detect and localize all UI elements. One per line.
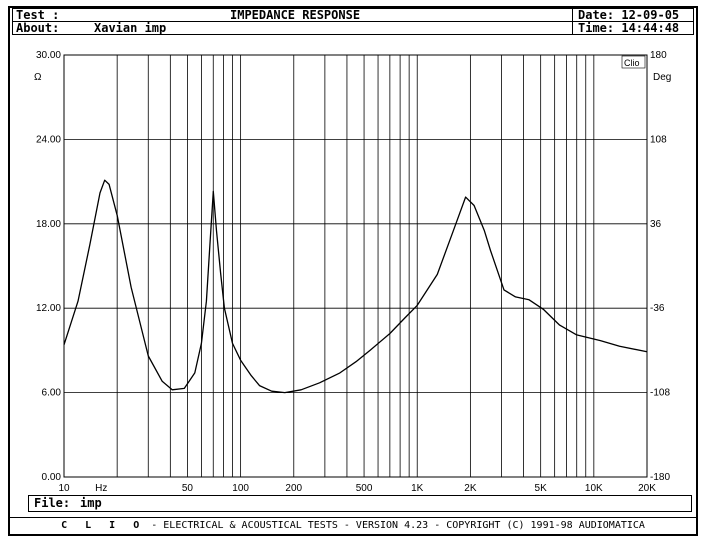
y2-tick-label: 180: [650, 50, 667, 61]
plot-area: [63, 54, 648, 478]
impedance-curve: [63, 179, 648, 394]
footer: C L I O - ELECTRICAL & ACOUSTICAL TESTS -…: [10, 517, 696, 534]
y-tick-label: 30.00: [36, 50, 61, 61]
y-tick-label: 6.00: [42, 388, 62, 399]
date-divider: [572, 8, 573, 35]
header-divider: [12, 21, 694, 22]
footer-brand: C L I O: [61, 520, 146, 531]
y-tick-label: 24.00: [36, 134, 61, 145]
y-tick-label: 0.00: [42, 472, 62, 483]
time: Time: 14:44:48: [578, 21, 680, 35]
y2-axis-unit: Deg: [653, 72, 671, 83]
x-tick-label: 500: [356, 483, 373, 494]
x-tick-label: 5K: [535, 483, 548, 494]
file-box: [28, 495, 692, 512]
x-tick-label: 50: [182, 483, 194, 494]
y2-tick-label: 108: [650, 134, 667, 145]
x-axis-unit: Hz: [95, 483, 107, 494]
clio-logo-box: [621, 55, 646, 69]
y-tick-label: 18.00: [36, 219, 61, 230]
y2-tick-label: -180: [650, 472, 670, 483]
x-tick-label: 100: [232, 483, 249, 494]
about-label: About:: [16, 21, 60, 35]
x-tick-label: 10K: [585, 483, 603, 494]
y2-tick-label: 36: [650, 219, 662, 230]
x-tick-label: 200: [285, 483, 302, 494]
about-value: Xavian imp: [94, 21, 167, 35]
y-tick-label: 12.00: [36, 303, 61, 314]
y-axis-unit: Ω: [34, 72, 42, 83]
y2-tick-label: -36: [650, 303, 665, 314]
x-tick-label: 2K: [464, 483, 477, 494]
x-tick-label: 1K: [411, 483, 424, 494]
x-tick-label: 20K: [638, 483, 656, 494]
footer-text: - ELECTRICAL & ACOUSTICAL TESTS - VERSIO…: [151, 520, 645, 531]
date: Date: 12-09-05: [578, 8, 680, 22]
clio-window: Test : IMPEDANCE RESPONSE About: Xavian …: [8, 6, 698, 536]
y2-tick-label: -108: [650, 388, 670, 399]
file-label: File:: [34, 496, 71, 510]
x-tick-label: 10: [58, 483, 70, 494]
clio-logo: Clio: [624, 58, 640, 68]
test-label: Test :: [16, 8, 60, 22]
chart-title: IMPEDANCE RESPONSE: [230, 8, 361, 22]
file-name: imp: [80, 496, 102, 510]
